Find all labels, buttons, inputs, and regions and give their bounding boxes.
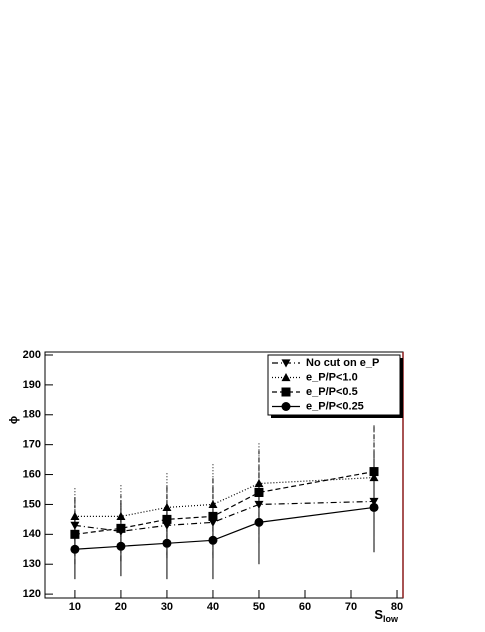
series-line	[74, 506, 375, 550]
y-tick-label: 150	[23, 498, 41, 510]
x-tick-label: 30	[161, 601, 173, 613]
y-axis-label: ϕ	[8, 416, 20, 424]
marker	[369, 502, 379, 512]
legend-marker	[281, 402, 291, 411]
x-label-sub: low	[383, 614, 399, 624]
marker	[70, 544, 80, 554]
legend-label: No cut on e_P	[306, 357, 379, 369]
series-line	[74, 470, 375, 535]
x-tick-label: 60	[299, 601, 311, 613]
y-tick-label: 190	[23, 379, 41, 391]
y-tick-label: 170	[23, 439, 41, 451]
legend-label: e_P/P<1.0	[306, 371, 358, 383]
marker	[116, 511, 126, 520]
legend-marker	[281, 359, 291, 368]
marker	[208, 535, 218, 545]
legend-marker	[281, 373, 291, 382]
legend-label: e_P/P<0.5	[306, 386, 358, 398]
marker	[162, 538, 172, 548]
y-tick-label: 120	[23, 588, 41, 600]
x-label-main: S	[374, 607, 383, 622]
x-tick-label: 20	[115, 601, 127, 613]
y-tick-label: 200	[23, 349, 41, 361]
legend-label: e_P/P<0.25	[306, 400, 364, 412]
y-tick-label: 140	[23, 528, 41, 540]
y-tick-label: 180	[23, 409, 41, 421]
x-tick-label: 40	[207, 601, 219, 613]
x-tick-label: 80	[391, 601, 403, 613]
marker	[116, 541, 126, 551]
x-tick-label: 70	[345, 601, 357, 613]
x-tick-label: 50	[253, 601, 265, 613]
x-axis-label: Slow	[374, 607, 399, 624]
legend-marker	[281, 387, 291, 397]
marker	[254, 517, 264, 527]
y-tick-label: 160	[23, 468, 41, 480]
y-tick-label: 130	[23, 558, 41, 570]
x-tick-label: 10	[69, 601, 81, 613]
